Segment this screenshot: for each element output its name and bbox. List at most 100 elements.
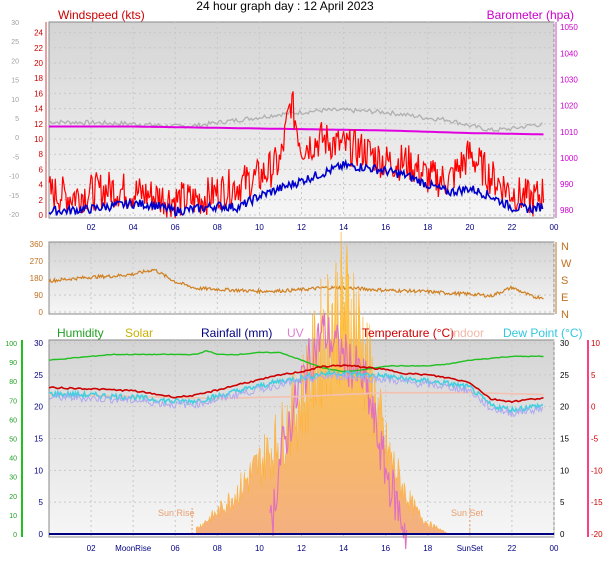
uv-scale-tick: 10 [560, 466, 569, 475]
wind-x-tick: 12 [297, 223, 306, 232]
temp-scale-tick: -15 [9, 193, 19, 200]
wind-x-tick: 00 [550, 223, 559, 232]
windspeed-tick: 18 [34, 74, 43, 83]
uv-scale-tick: 25 [560, 371, 569, 380]
uv-line [269, 312, 408, 550]
barometer-tick: 980 [560, 206, 574, 215]
humidity-tick: 80 [9, 379, 17, 386]
humidity-tick: 40 [9, 456, 17, 463]
windspeed-tick: 24 [34, 29, 43, 38]
compass-label: W [561, 258, 572, 270]
windspeed-tick: 2 [39, 196, 44, 205]
uv-scale-tick: 15 [560, 435, 569, 444]
legend-rainfall: Rainfall (mm) [201, 326, 272, 340]
temp-x-tick: 22 [507, 544, 516, 553]
temp-scale-tick: -5 [13, 154, 19, 161]
uv-scale-tick: 20 [560, 403, 569, 412]
outdoor-temp-line [48, 107, 543, 133]
humidity-tick: 60 [9, 417, 17, 424]
uv-scale-tick: 30 [560, 339, 569, 348]
wind-x-tick: 06 [171, 223, 180, 232]
compass-label: S [561, 275, 568, 287]
legend-indoor: Indoor [450, 326, 484, 340]
wind-x-tick: 16 [381, 223, 390, 232]
windspeed-tick: 20 [34, 59, 43, 68]
legend-temperature: Temperature (°C) [362, 326, 454, 340]
temp-x-tick: 02 [87, 544, 96, 553]
temp-x-tick: 16 [381, 544, 390, 553]
temperature-tick: -15 [591, 498, 603, 507]
humidity-tick: 0 [13, 532, 17, 539]
temp-scale-tick: -10 [9, 174, 19, 181]
temp-x-tick: 08 [213, 544, 222, 553]
wind-x-tick: 18 [423, 223, 432, 232]
compass-label: N [561, 309, 569, 321]
windspeed-tick: 6 [39, 165, 44, 174]
uv-scale-tick: 5 [560, 498, 565, 507]
wind-average-line [48, 158, 544, 217]
windspeed-tick: 0 [39, 211, 44, 220]
windspeed-tick: 22 [34, 44, 43, 53]
temperature-tick: -20 [591, 530, 603, 539]
temp-x-tick: 10 [255, 544, 264, 553]
windspeed-tick: 8 [39, 150, 44, 159]
temperature-line [48, 364, 544, 404]
barometer-tick: 1010 [560, 128, 578, 137]
humidity-tick: 10 [9, 513, 17, 520]
windspeed-tick: 12 [34, 120, 43, 129]
direction-tick: 0 [39, 308, 44, 317]
humidity-tick: 20 [9, 494, 17, 501]
rain-tick: 30 [34, 339, 43, 348]
legend-humidity: Humidity [57, 326, 104, 340]
rain-tick: 10 [34, 466, 43, 475]
compass-label: E [561, 292, 568, 304]
barometer-tick: 1030 [560, 75, 578, 84]
uv-scale-tick: 0 [560, 530, 565, 539]
wind-x-tick: 10 [255, 223, 264, 232]
temp-scale-tick: 0 [15, 135, 19, 142]
temp-x-tick: 18 [423, 544, 432, 553]
chart-marks [48, 91, 554, 550]
rain-tick: 0 [39, 530, 44, 539]
barometer-tick: 1050 [560, 23, 578, 32]
windspeed-tick: 4 [39, 181, 44, 190]
wind-x-tick: 20 [465, 223, 474, 232]
wind-x-tick: 02 [87, 223, 96, 232]
rain-tick: 15 [34, 435, 43, 444]
direction-tick: 180 [30, 274, 44, 283]
temperature-tick: 10 [591, 339, 600, 348]
temperature-tick: -10 [591, 466, 603, 475]
rain-tick: 5 [39, 498, 44, 507]
humidity-tick: 90 [9, 360, 17, 367]
windspeed-tick: 14 [34, 105, 43, 114]
windspeed-axis-label: Windspeed (kts) [58, 8, 145, 22]
windspeed-tick: 16 [34, 89, 43, 98]
wind-x-tick: 14 [339, 223, 348, 232]
grid-lines [21, 22, 589, 537]
sunrise-label: Sun Rise [158, 508, 195, 518]
barometer-tick: 1040 [560, 49, 578, 58]
temp-x-tick: MoonRise [115, 544, 152, 553]
temperature-tick: 5 [591, 371, 596, 380]
humidity-tick: 100 [5, 341, 17, 348]
temperature-tick: 0 [591, 403, 596, 412]
barometer-tick: 1000 [560, 154, 578, 163]
wind-x-tick: 08 [213, 223, 222, 232]
temp-x-tick: SunSet [457, 544, 484, 553]
temp-scale-tick: -20 [9, 212, 19, 219]
temp-x-tick: 14 [339, 544, 348, 553]
direction-tick: 270 [30, 257, 44, 266]
temp-x-tick: 12 [297, 544, 306, 553]
legend-uv: UV [287, 326, 304, 340]
wind-direction-line [48, 268, 544, 300]
temp-scale-tick: 25 [11, 39, 19, 46]
graph-title: 24 hour graph day : 12 April 2023 [196, 0, 374, 13]
temp-x-tick: 06 [171, 544, 180, 553]
legend-solar: Solar [125, 326, 153, 340]
direction-tick: 90 [34, 291, 43, 300]
windspeed-tick: 10 [34, 135, 43, 144]
barometer-axis-label: Barometer (hpa) [487, 8, 574, 22]
wind-panel-bg [48, 21, 555, 219]
